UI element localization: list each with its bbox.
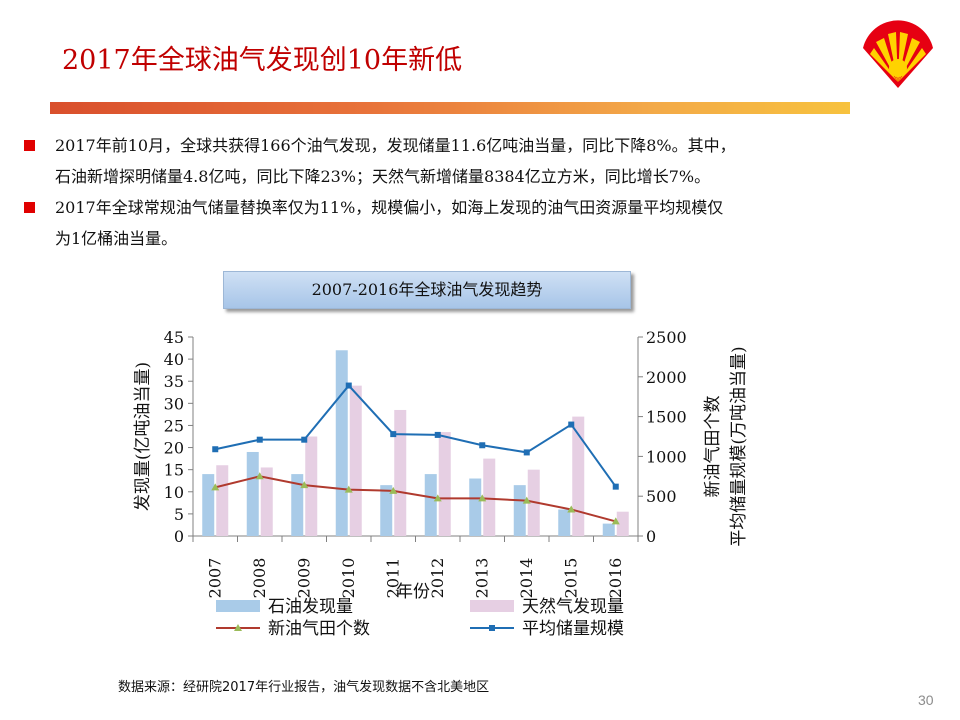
marker-avg-size xyxy=(345,382,352,389)
y-tick-label-left: 5 xyxy=(174,505,184,524)
y-tick-label-left: 25 xyxy=(164,416,184,435)
marker-new-fields xyxy=(567,505,576,513)
marker-avg-size xyxy=(568,421,575,428)
marker-new-fields xyxy=(433,494,442,502)
bar-oil xyxy=(291,474,304,536)
marker-avg-size xyxy=(434,431,441,438)
data-source-note: 数据来源：经研院2017年行业报告，油气发现数据不含北美地区 xyxy=(118,680,490,695)
company-logo-icon xyxy=(863,20,933,89)
marker-avg-size xyxy=(479,442,486,449)
y-tick-label-left: 30 xyxy=(164,394,184,413)
bar-gas xyxy=(349,385,362,536)
y-tick-label-right: 0 xyxy=(646,527,656,546)
marker-new-fields xyxy=(611,517,620,525)
y-axis-title-right-line1: 新油气田个数 xyxy=(703,396,723,498)
line-new-fields xyxy=(215,475,617,523)
y-tick-label-left: 10 xyxy=(164,483,184,502)
line-avg-size xyxy=(215,384,617,488)
bar-gas xyxy=(394,409,407,536)
marker-new-fields xyxy=(389,486,398,494)
y-tick-label-left: 35 xyxy=(164,372,184,391)
marker-new-fields xyxy=(300,481,309,489)
marker-avg-size xyxy=(212,446,219,453)
bullet-line: 石油新增探明储量4.8亿吨，同比下降23%；天然气新增储量8384亿立方米，同比… xyxy=(55,167,711,186)
slide-title: 2017年全球油气发现创10年新低 xyxy=(62,45,463,76)
bar-oil xyxy=(246,451,259,536)
x-tick-label: 2015 xyxy=(561,558,580,599)
marker-avg-size xyxy=(612,483,619,490)
y-axis-title-right-line2: 平均储量规模(万吨油当量) xyxy=(729,346,749,546)
marker-new-fields xyxy=(211,483,220,491)
bullet-item: 2017年前10月，全球共获得166个油气发现，发现储量11.6亿吨油当量，同比… xyxy=(24,130,924,192)
bullet-item: 2017年全球常规油气储量替换率仅为11%，规模偏小，如海上发现的油气田资源量平… xyxy=(24,192,924,254)
y-tick-label-left: 15 xyxy=(164,461,184,480)
legend-label: 天然气发现量 xyxy=(522,597,624,617)
marker-new-fields xyxy=(255,472,264,480)
y-tick-label-left: 20 xyxy=(164,439,184,458)
y-tick-label-left: 40 xyxy=(164,350,184,369)
chart-title-box: 2007-2016年全球油气发现趋势 xyxy=(223,271,631,309)
bullet-list: 2017年前10月，全球共获得166个油气发现，发现储量11.6亿吨油当量，同比… xyxy=(24,130,924,254)
bar-gas xyxy=(438,432,451,536)
y-tick-label-left: 0 xyxy=(174,527,184,546)
bullet-line: 2017年全球常规油气储量替换率仅为11%，规模偏小，如海上发现的油气田资源量平… xyxy=(55,198,724,217)
y-tick-label-left: 45 xyxy=(164,328,184,347)
marker-avg-size xyxy=(390,431,397,438)
marker-new-fields xyxy=(522,496,531,504)
marker-avg-size xyxy=(301,436,308,443)
bullet-square-icon xyxy=(24,140,35,151)
bar-oil xyxy=(380,485,393,536)
x-tick-label: 2012 xyxy=(428,558,447,599)
legend-label: 新油气田个数 xyxy=(268,619,370,639)
legend-swatch xyxy=(470,600,514,612)
legend-swatch xyxy=(216,600,260,612)
bar-oil xyxy=(424,474,437,536)
y-tick-label-right: 2000 xyxy=(646,368,687,387)
bar-oil xyxy=(602,523,615,536)
bullet-line: 为1亿桶油当量。 xyxy=(55,229,178,248)
bar-oil xyxy=(335,350,348,536)
x-tick-label: 2014 xyxy=(517,558,536,599)
marker-new-fields xyxy=(478,494,487,502)
y-tick-label-right: 2500 xyxy=(646,328,687,347)
discovery-trend-chart: 0 5 10 15 20 25 30 35 40 45 0 500 1000 1500 2000 2500 20… xyxy=(133,328,749,639)
bullet-square-icon xyxy=(24,202,35,213)
legend-label: 平均储量规模 xyxy=(522,619,624,639)
marker-avg-size xyxy=(256,436,263,443)
legend-label: 石油发现量 xyxy=(268,597,353,617)
legend-marker xyxy=(234,624,242,631)
bar-oil xyxy=(469,478,482,536)
x-tick-label: 2010 xyxy=(339,558,358,599)
bar-gas xyxy=(483,458,496,536)
x-tick-label: 2007 xyxy=(205,558,224,599)
bar-oil xyxy=(202,474,215,536)
bar-oil xyxy=(558,509,571,536)
bar-oil xyxy=(513,485,526,536)
bar-gas xyxy=(260,467,273,536)
bullet-line: 2017年前10月，全球共获得166个油气发现，发现储量11.6亿吨油当量，同比… xyxy=(55,136,736,155)
x-tick-label: 2013 xyxy=(472,558,491,599)
bar-gas xyxy=(216,465,229,536)
page-number: 30 xyxy=(918,692,934,708)
x-tick-label: 2011 xyxy=(383,558,402,599)
marker-new-fields xyxy=(344,485,353,493)
x-tick-label: 2008 xyxy=(250,558,269,599)
legend-marker xyxy=(489,625,495,631)
y-tick-label-right: 1000 xyxy=(646,447,687,466)
y-tick-label-right: 500 xyxy=(646,487,677,506)
x-tick-label: 2016 xyxy=(606,558,625,599)
x-tick-label: 2009 xyxy=(294,558,313,599)
y-axis-title-left: 发现量(亿吨油当量) xyxy=(133,362,153,511)
x-axis-title: 年份 xyxy=(396,582,430,602)
bar-gas xyxy=(616,511,629,536)
y-tick-label-right: 1500 xyxy=(646,408,687,427)
bar-gas xyxy=(572,416,585,536)
title-divider xyxy=(50,102,850,114)
marker-avg-size xyxy=(523,449,530,456)
